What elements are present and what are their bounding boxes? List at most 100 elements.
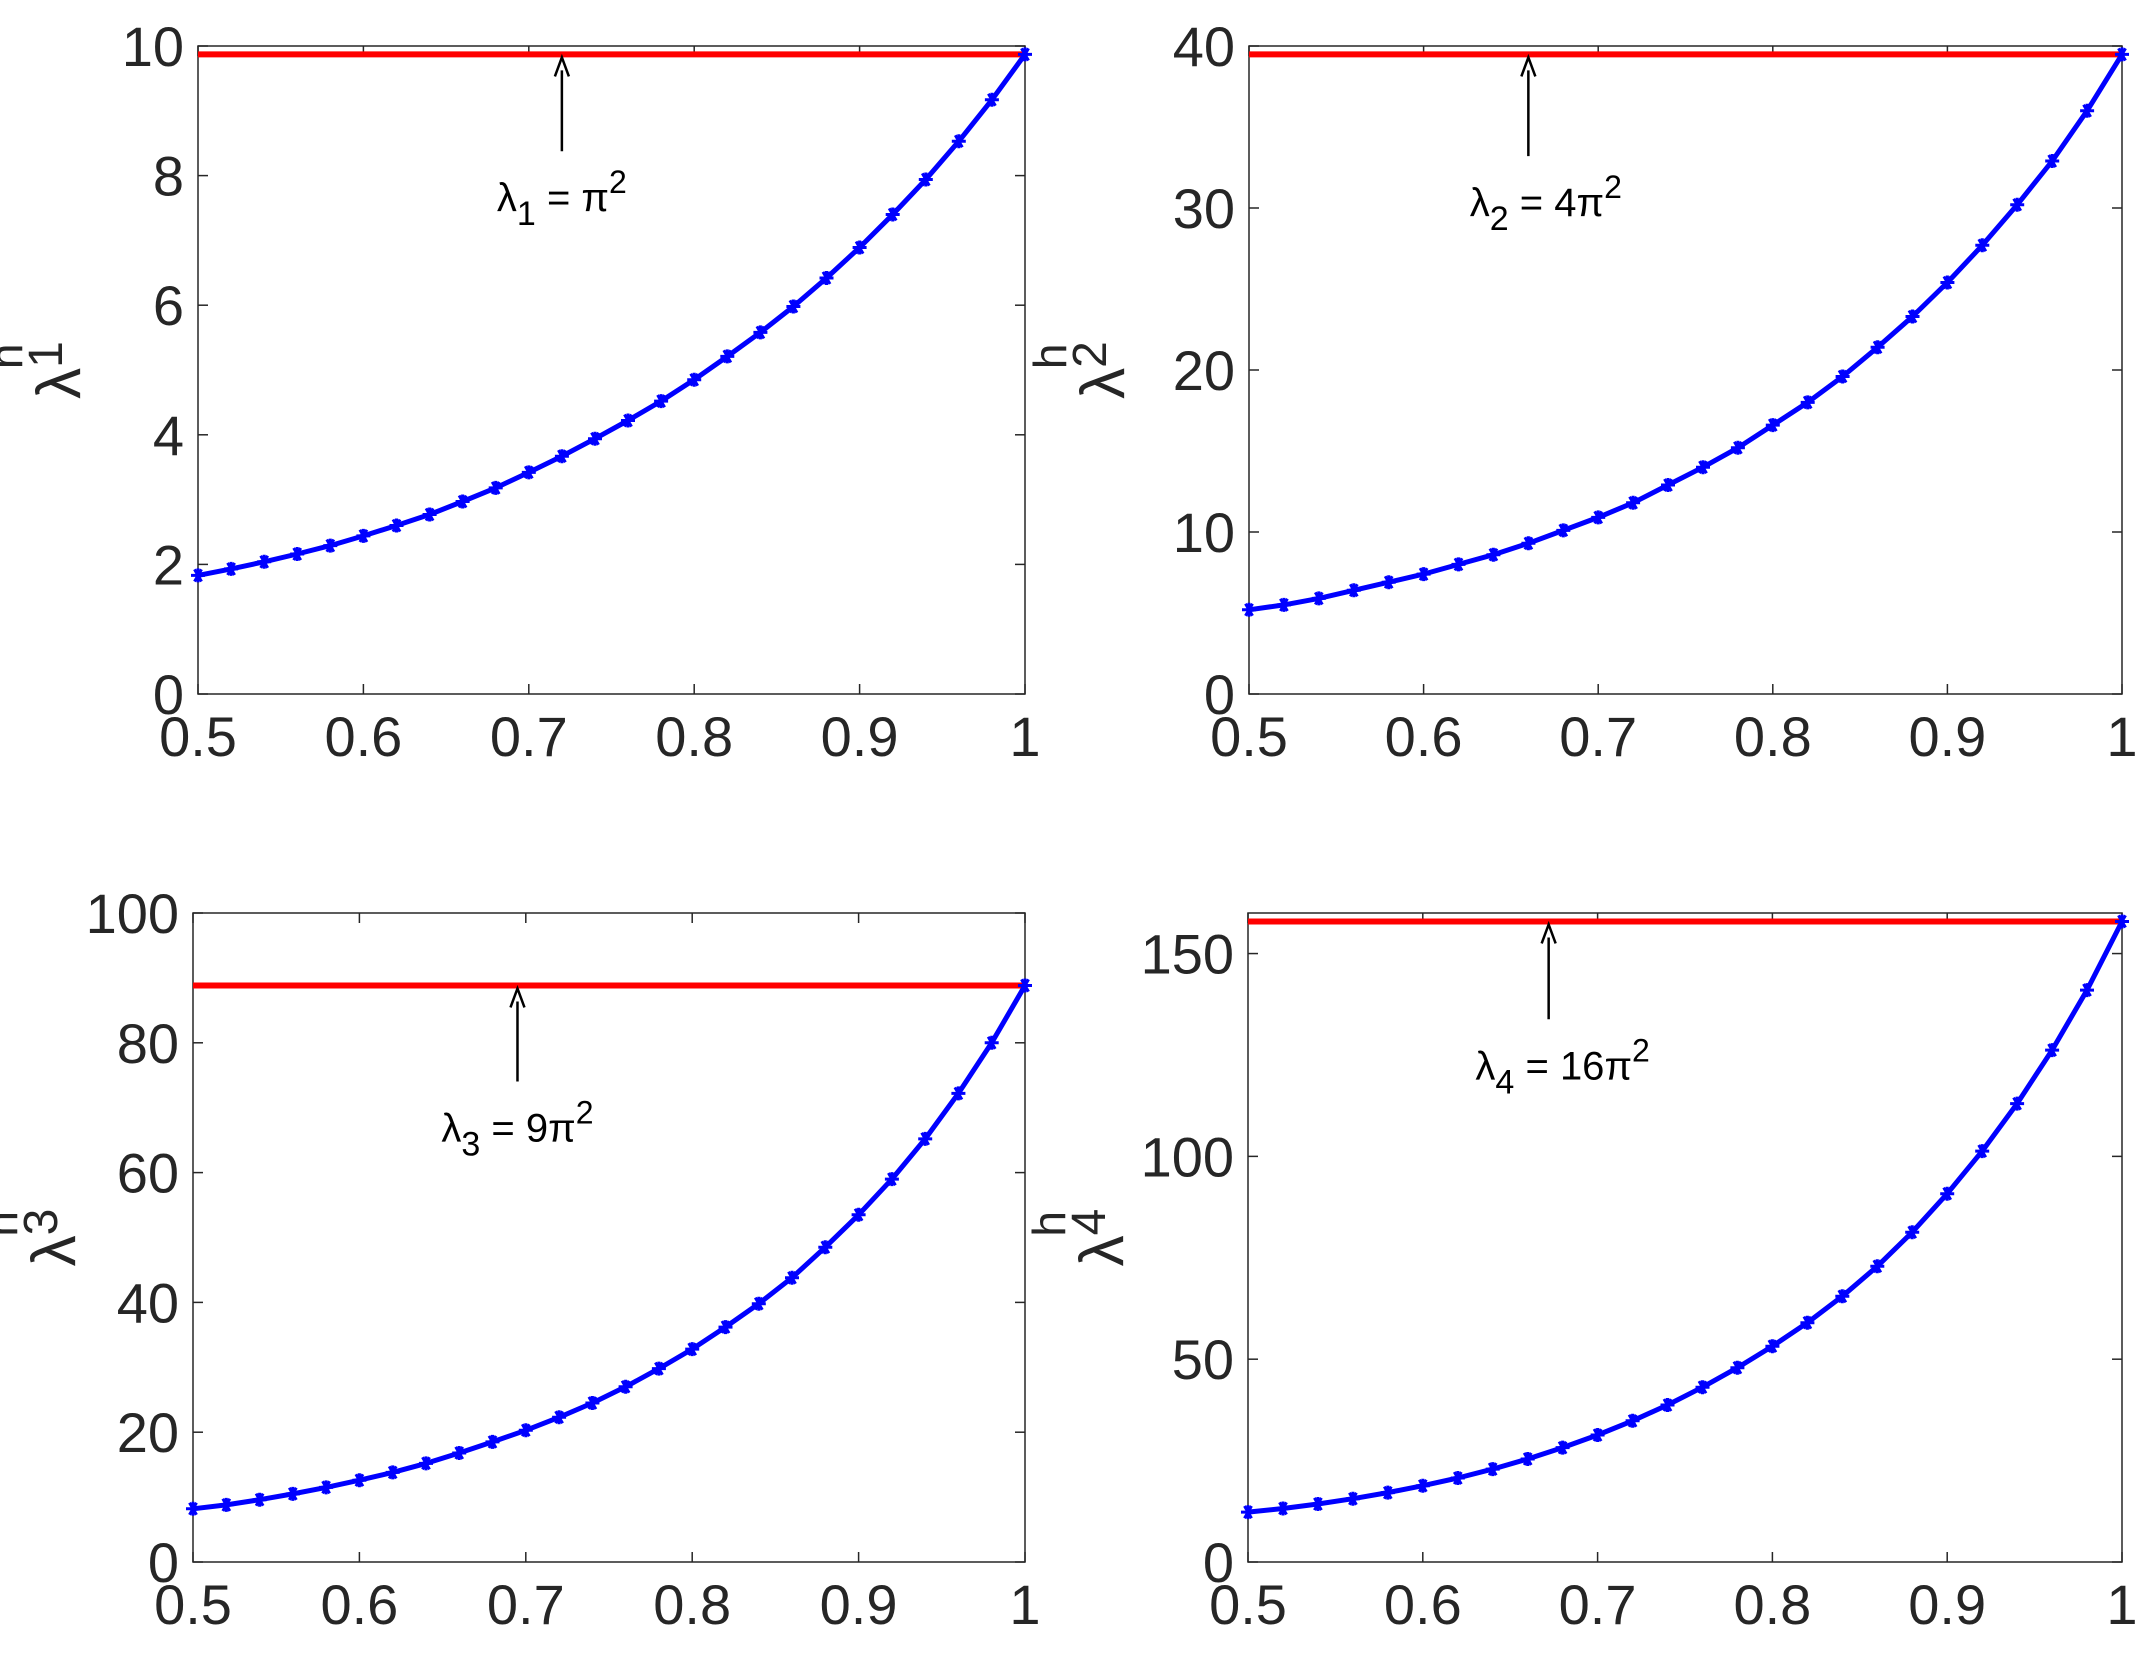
axes-frame	[1248, 45, 2123, 695]
data-point-marker	[588, 431, 602, 446]
y-axis-label-symbol: λ	[25, 368, 94, 399]
data-point-marker	[1975, 1144, 1990, 1159]
x-tick-label: 0.6	[1384, 1573, 1462, 1636]
y-axis-label-superscript: h	[0, 1211, 27, 1237]
y-axis-label-superscript: h	[1024, 344, 1076, 370]
data-point-marker	[885, 207, 900, 222]
data-point-marker	[751, 1296, 766, 1311]
data-point-marker	[1625, 1413, 1640, 1428]
y-axis-label: λ1h	[0, 341, 94, 399]
annotation-label: λ1 = π2	[497, 164, 627, 233]
x-tick-label: 1	[2106, 1573, 2137, 1636]
data-point-marker	[323, 538, 338, 553]
axes-frame	[1247, 912, 2123, 1563]
annotation-equals: =	[536, 176, 582, 220]
data-point-marker	[585, 1396, 600, 1410]
data-point-marker	[1241, 1505, 1255, 1520]
data-point-marker	[1520, 1452, 1535, 1466]
data-point-marker	[219, 1497, 234, 1512]
x-tick-label: 0.6	[324, 705, 402, 768]
data-point-marker	[2115, 914, 2129, 929]
data-point-marker	[1696, 460, 1710, 475]
data-point-marker	[389, 518, 404, 533]
x-tick-label: 0.8	[1733, 1573, 1811, 1636]
data-point-marker	[1555, 1440, 1570, 1455]
data-point-marker	[654, 394, 669, 409]
data-point-marker	[1381, 575, 1396, 590]
annotation-equals: =	[1514, 1044, 1560, 1088]
annotation-subscript: 2	[1490, 200, 1509, 238]
series-line	[192, 984, 1028, 1512]
x-tick-label: 0.5	[1209, 1573, 1287, 1636]
chart-panel-1: 0.50.60.70.80.910246810λ1hλ1 = π2	[0, 15, 1041, 768]
annotation-arrow-head	[553, 53, 571, 77]
data-point-marker	[521, 465, 536, 480]
data-point-marker	[1242, 602, 1256, 617]
y-tick-label: 10	[1173, 501, 1235, 564]
annotation-pi: π	[1576, 181, 1604, 225]
data-point-marker	[1276, 1501, 1290, 1516]
data-point-marker	[687, 372, 702, 387]
data-point-marker	[2010, 1096, 2025, 1111]
annotation-arrow-head	[509, 984, 526, 1008]
data-point-marker	[1835, 369, 1850, 384]
data-point-marker	[485, 1434, 500, 1449]
x-tick-label: 1	[1009, 705, 1040, 768]
annotation-coefficient: 16	[1560, 1044, 1605, 1088]
data-point-marker	[918, 172, 933, 187]
y-tick-label: 0	[148, 1531, 179, 1594]
data-point-marker	[1660, 1398, 1675, 1412]
y-tick-label: 6	[153, 274, 184, 337]
y-axis-label: λ3h	[0, 1209, 89, 1267]
data-point-marker	[285, 1486, 300, 1501]
data-point-marker	[2045, 1043, 2060, 1058]
annotation-pi: π	[581, 176, 609, 220]
y-tick-label: 150	[1141, 923, 1234, 986]
data-point-marker	[290, 547, 305, 561]
data-point-marker	[1800, 395, 1815, 410]
y-axis-label-subscript: 3	[15, 1209, 68, 1236]
data-point-marker	[419, 1456, 433, 1471]
data-point-marker	[1450, 1471, 1465, 1485]
y-tick-label: 80	[117, 1012, 179, 1075]
y-tick-label: 2	[153, 533, 184, 596]
x-tick-label: 0.5	[154, 1573, 232, 1636]
y-axis-label-symbol: λ	[1069, 368, 1138, 399]
annotation-superscript: 2	[1604, 169, 1622, 205]
data-point-marker	[1311, 591, 1326, 606]
data-point-marker	[884, 1172, 899, 1187]
data-point-marker	[1485, 1462, 1500, 1477]
data-point-marker	[2080, 103, 2095, 118]
y-tick-label: 40	[1173, 15, 1235, 78]
data-point-marker	[918, 1131, 933, 1146]
series-line	[1247, 920, 2125, 1515]
data-point-marker	[257, 554, 272, 569]
data-point-marker	[852, 240, 867, 255]
y-tick-label: 8	[153, 145, 184, 208]
annotation-symbol: λ	[497, 176, 517, 220]
series-line	[197, 52, 1028, 578]
data-point-marker	[352, 1473, 367, 1488]
data-point-marker	[1800, 1315, 1815, 1330]
data-point-marker	[224, 561, 239, 576]
annotation-equals: =	[1509, 181, 1555, 225]
data-point-marker	[552, 1410, 567, 1425]
x-tick-label: 0.9	[821, 705, 899, 768]
x-tick-label: 1	[1009, 1573, 1040, 1636]
annotation-label: λ4 = 16π2	[1475, 1032, 1649, 1101]
data-point-marker	[319, 1480, 334, 1495]
data-point-marker	[1018, 978, 1032, 993]
data-point-marker	[252, 1492, 267, 1507]
x-tick-label: 0.8	[1734, 705, 1812, 768]
data-point-marker	[819, 271, 834, 285]
annotation-symbol: λ	[1470, 181, 1490, 225]
data-point-marker	[1310, 1497, 1325, 1511]
data-point-marker	[1416, 567, 1431, 582]
data-point-marker	[753, 325, 768, 340]
x-tick-label: 0.9	[1908, 1573, 1986, 1636]
data-point-marker	[1556, 523, 1571, 538]
x-tick-label: 0.9	[1908, 705, 1986, 768]
